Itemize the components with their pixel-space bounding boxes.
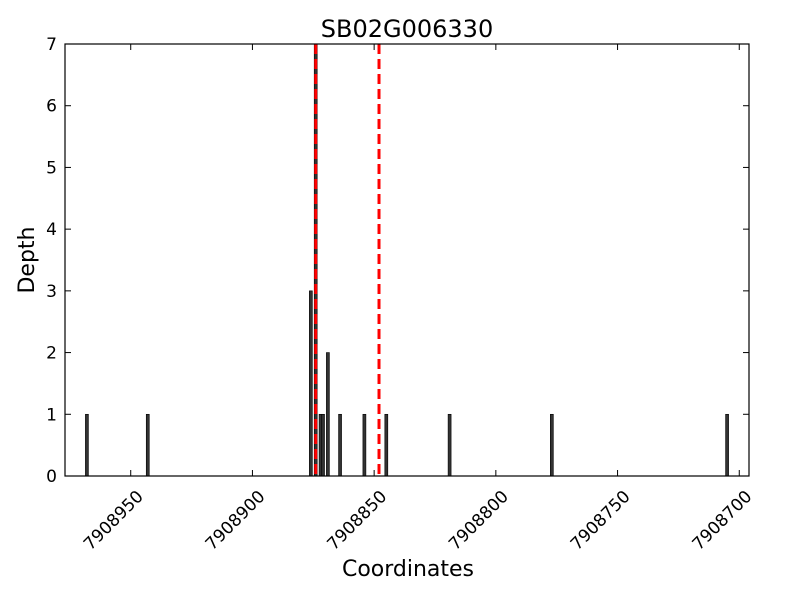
- y-tick-label-3: 3: [46, 282, 57, 302]
- bar-12: [725, 413, 729, 477]
- x-tick-label-5: 7908700: [689, 487, 757, 555]
- y-tick-label-4: 4: [46, 220, 57, 240]
- bar-11: [550, 413, 554, 477]
- y-tick-label-1: 1: [46, 405, 57, 425]
- bar-8: [362, 413, 367, 477]
- y-tick-label-2: 2: [46, 344, 57, 364]
- bar-5: [321, 413, 325, 477]
- bars-layer: [85, 43, 729, 477]
- bar-0: [85, 413, 89, 477]
- y-tick-label-5: 5: [46, 158, 57, 178]
- reference-lines-layer: [314, 44, 381, 476]
- y-axis: 0 1 2 3 4 5 6 7: [46, 35, 749, 487]
- x-axis-label: Coordinates: [342, 557, 474, 582]
- x-tick-label-0: 7908950: [80, 487, 148, 555]
- y-tick-label-6: 6: [46, 97, 57, 117]
- x-axis: 7908950 7908900 7908850 7908800 7908750 79087…: [80, 44, 756, 555]
- x-tick-label-3: 7908800: [445, 487, 513, 555]
- plot-area-frame: [64, 43, 750, 477]
- bar-7: [338, 413, 342, 477]
- x-tick-label-2: 7908850: [323, 487, 391, 555]
- bar-6: [326, 352, 330, 477]
- x-tick-label-1: 7908900: [202, 487, 270, 555]
- x-tick-label-4: 7908750: [567, 487, 635, 555]
- y-tick-label-7: 7: [46, 35, 57, 55]
- bar-10: [447, 413, 452, 477]
- chart-title: SB02G006330: [321, 15, 493, 43]
- bar-9: [384, 413, 389, 477]
- y-axis-label: Depth: [15, 226, 40, 293]
- bar-2: [309, 290, 313, 477]
- bar-1: [145, 413, 150, 477]
- y-tick-label-0: 0: [46, 467, 57, 487]
